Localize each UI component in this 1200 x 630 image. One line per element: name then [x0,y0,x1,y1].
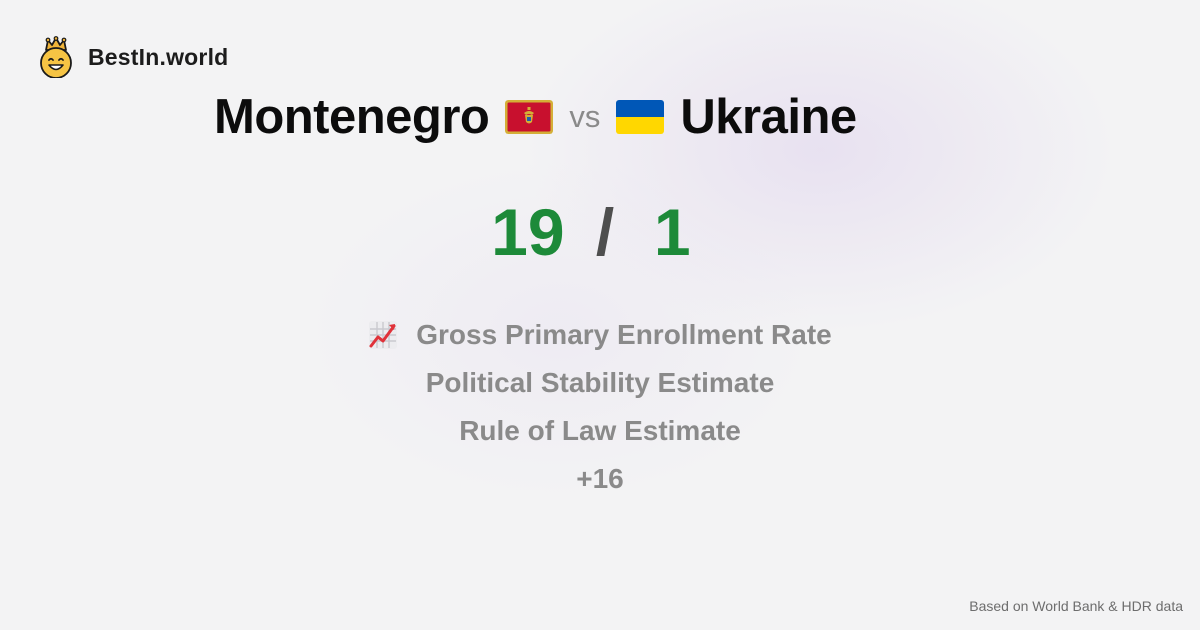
metric-item: Political Stability Estimate [0,359,1200,407]
right-score: 1 [653,195,691,269]
vs-label: vs [569,99,601,134]
metric-label: Political Stability Estimate [425,367,775,398]
right-country-name: Ukraine [680,90,857,144]
metric-label: Rule of Law Estimate [459,415,741,446]
score: 19 / 1 [0,192,1200,272]
metrics-list: Gross Primary Enrollment Rate Political … [0,311,1200,503]
source-note: Based on World Bank & HDR data [969,598,1183,614]
metric-label: Gross Primary Enrollment Rate [416,319,832,350]
montenegro-flag-icon [505,100,554,134]
more-metrics-label: +16 [576,463,624,494]
score-separator: / [595,195,615,269]
ukraine-flag-icon [616,100,665,134]
more-metrics-count: +16 [0,455,1200,503]
brand[interactable]: BestIn.world [38,36,228,78]
left-country-name: Montenegro [214,90,490,144]
metric-item: Gross Primary Enrollment Rate [0,311,1200,359]
comparison-title: Montenegro vs Ukraine [214,86,857,148]
crowned-smiley-icon [40,36,72,78]
chart-increasing-icon [369,321,398,349]
metric-item: Rule of Law Estimate [0,407,1200,455]
brand-name: BestIn.world [88,43,229,70]
left-score: 19 [491,195,565,269]
